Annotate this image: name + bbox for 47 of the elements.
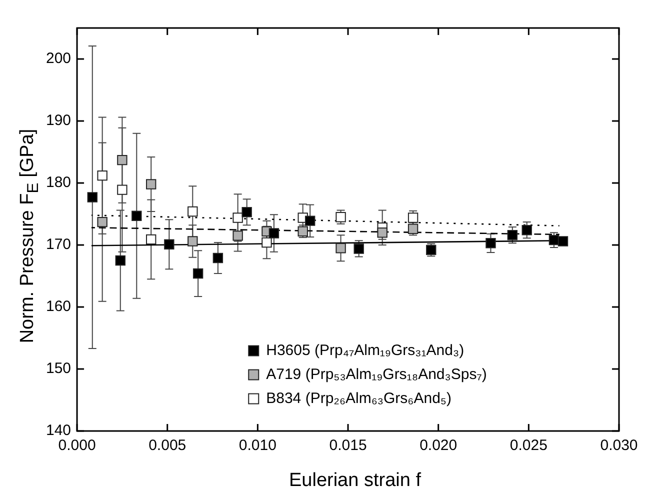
point	[522, 225, 532, 236]
point	[232, 230, 243, 241]
point	[97, 216, 108, 228]
point	[507, 230, 518, 240]
point	[188, 206, 198, 217]
point	[304, 216, 316, 226]
point	[336, 212, 346, 222]
point	[117, 184, 128, 195]
legend-label: H3605 (Prp₄₇Alm₁₉Grs₃₁And₃)	[266, 342, 464, 359]
point	[486, 238, 496, 248]
point	[262, 237, 272, 248]
point	[242, 207, 252, 218]
y-tick-label: 140	[46, 422, 72, 440]
point	[558, 236, 568, 246]
point	[87, 192, 98, 202]
y-tick-label: 180	[46, 174, 72, 192]
point	[132, 210, 142, 221]
x-tick-label: 0.030	[600, 437, 638, 454]
point	[146, 179, 156, 190]
x-tick-label: 0.020	[420, 437, 458, 454]
point	[377, 228, 388, 238]
x-tick-label: 0.005	[148, 437, 186, 454]
y-tick-label: 160	[46, 298, 72, 316]
point	[336, 243, 346, 254]
point	[408, 212, 418, 223]
legend-label: B834 (Prp₂₆Alm₆₃Grs₆And₅)	[266, 390, 452, 407]
point	[97, 170, 108, 181]
point	[192, 268, 204, 279]
point	[117, 154, 128, 166]
point	[232, 212, 243, 223]
x-tick-label: 0.015	[329, 437, 367, 454]
legend-label: A719 (Prp₅₃Alm₁₉Grs₁₈And₃Sps₇)	[266, 366, 487, 383]
point	[188, 236, 198, 246]
point	[268, 228, 280, 238]
point	[164, 239, 174, 250]
point	[354, 244, 364, 254]
x-tick-label: 0.000	[58, 437, 96, 454]
point	[115, 255, 126, 266]
y-tick-label: 150	[46, 360, 72, 378]
x-axis-title: Eulerian strain f	[288, 470, 422, 492]
y-tick-label: 170	[46, 236, 72, 254]
y-tick-label: 200	[46, 50, 72, 68]
point	[146, 234, 156, 245]
point	[212, 252, 224, 264]
x-tick-label: 0.025	[510, 437, 548, 454]
x-tick-label: 0.010	[238, 437, 276, 454]
y-tick-label: 190	[46, 112, 72, 130]
